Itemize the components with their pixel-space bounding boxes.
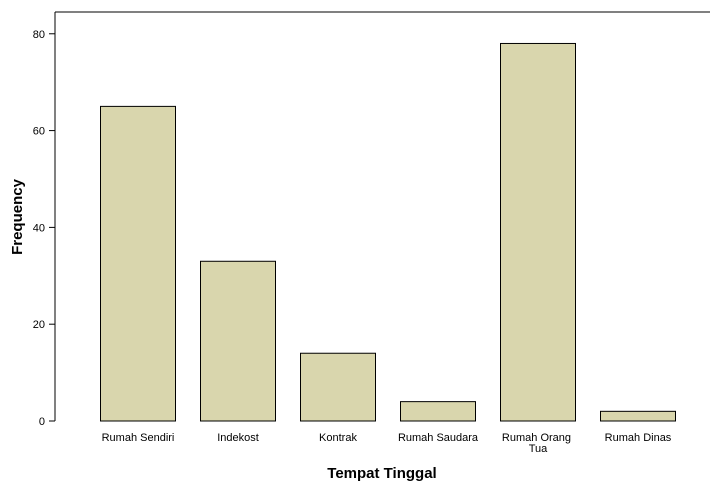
x-axis-label: Tempat Tinggal [327, 465, 436, 482]
x-tick-label: Indekost [217, 432, 259, 444]
y-tick-label: 60 [33, 126, 45, 138]
x-tick-label: Rumah Saudara [398, 432, 479, 444]
y-tick-label: 80 [33, 29, 45, 41]
y-tick-label: 40 [33, 222, 45, 234]
bar [600, 410, 676, 422]
bar [500, 42, 576, 422]
y-tick-label: 0 [39, 416, 45, 428]
y-tick-label: 20 [33, 319, 45, 331]
bar [400, 401, 476, 422]
bar [300, 352, 376, 422]
x-tick-label: Rumah Sendiri [102, 432, 175, 444]
x-tick-label: Kontrak [319, 432, 357, 444]
x-tick-label: Rumah Dinas [605, 432, 672, 444]
bar [200, 260, 276, 422]
y-axis-label: Frequency [9, 178, 26, 255]
x-tick-label: Rumah Orang Tua [502, 432, 574, 455]
bar [100, 105, 176, 422]
